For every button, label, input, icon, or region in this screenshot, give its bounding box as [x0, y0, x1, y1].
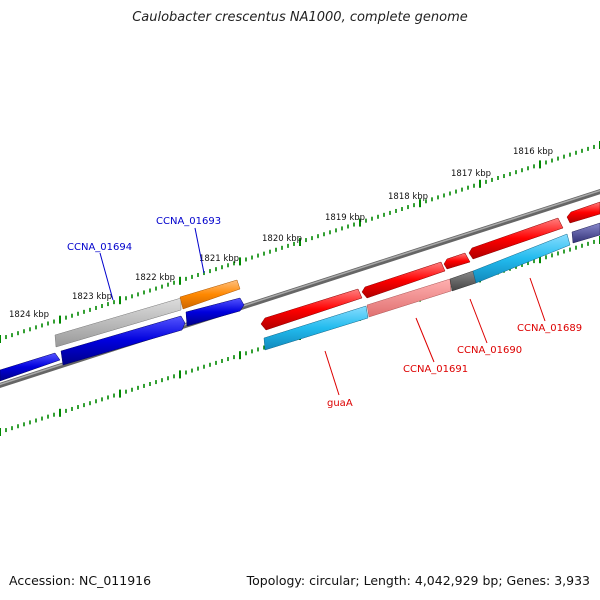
kbp-label-1823: 1823 kbp — [72, 292, 112, 302]
connector-ccna-01693 — [194, 227, 205, 274]
gene-arrow-red-1[interactable] — [260, 288, 363, 331]
connector-ccna-01691 — [415, 317, 435, 363]
connector-guaa — [324, 350, 340, 396]
gene-arrow-blue-3[interactable] — [185, 297, 245, 327]
connector-ccna-01694 — [99, 252, 114, 301]
kbp-label-1818: 1818 kbp — [388, 192, 428, 202]
kbp-label-1820: 1820 kbp — [262, 234, 302, 244]
gene-label-ccna-01691[interactable]: CCNA_01691 — [403, 364, 468, 375]
gene-label-ccna-01694[interactable]: CCNA_01694 — [67, 242, 132, 253]
gene-label-ccna-01690[interactable]: CCNA_01690 — [457, 345, 522, 356]
kbp-label-1824: 1824 kbp — [9, 310, 49, 320]
gene-arrow-gray[interactable] — [54, 297, 182, 348]
gene-arrow-purple[interactable] — [571, 222, 600, 244]
kbp-label-1819: 1819 kbp — [325, 213, 365, 223]
connector-ccna-01689 — [529, 277, 546, 322]
kbp-label-1822: 1822 kbp — [135, 273, 175, 283]
gene-arrow-red-4[interactable] — [468, 217, 564, 260]
connector-ccna-01690 — [469, 298, 488, 344]
gene-label-ccna-01689[interactable]: CCNA_01689 — [517, 323, 582, 334]
kbp-label-1821: 1821 kbp — [199, 254, 239, 264]
gene-arrow-pink[interactable] — [366, 278, 452, 318]
accession-text: Accession: NC_011916 — [9, 573, 152, 588]
page-title: Caulobacter crescentus NA1000, complete … — [132, 10, 468, 25]
gene-label-guaa[interactable]: guaA — [327, 398, 353, 409]
upper-tick-track — [0, 141, 600, 343]
gene-label-ccna-01693[interactable]: CCNA_01693 — [156, 216, 221, 227]
gene-arrow-red-3[interactable] — [443, 252, 471, 270]
gene-arrow-red-5[interactable] — [566, 201, 600, 224]
gene-arrow-red-2[interactable] — [361, 261, 446, 299]
gene-arrow-cyan-2[interactable] — [472, 233, 571, 284]
gene-arrow-cyan-1[interactable] — [263, 305, 369, 351]
gene-arrow-blue-1[interactable] — [0, 352, 61, 382]
kbp-label-1816: 1816 kbp — [513, 147, 553, 157]
gene-arrow-blue-2[interactable] — [60, 315, 186, 366]
kbp-label-1817: 1817 kbp — [451, 169, 491, 179]
gene-arrow-orange[interactable] — [179, 279, 241, 310]
topology-text: Topology: circular; Length: 4,042,929 bp… — [246, 573, 590, 588]
gene-arrow-darkgray[interactable] — [449, 270, 477, 292]
